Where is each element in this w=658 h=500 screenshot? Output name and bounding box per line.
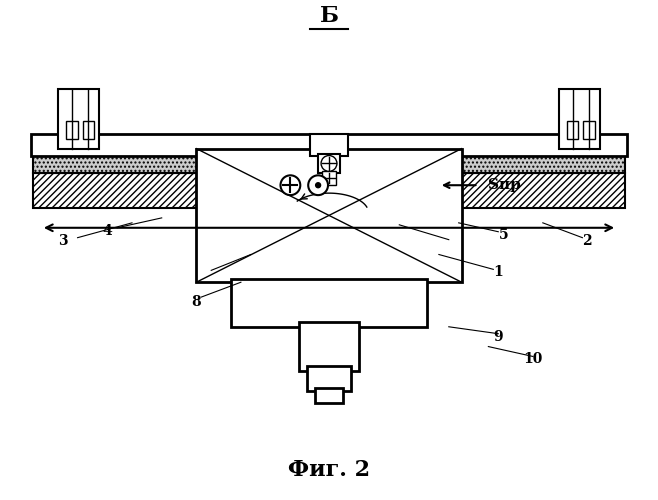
Bar bbox=[310, 134, 348, 156]
Bar bbox=[33, 174, 625, 208]
Text: Vи: Vи bbox=[376, 211, 399, 225]
Bar bbox=[318, 154, 340, 174]
Bar bbox=[82, 121, 94, 138]
Text: 4: 4 bbox=[103, 224, 112, 238]
Text: Фиг. 2: Фиг. 2 bbox=[288, 460, 370, 481]
Text: 1: 1 bbox=[494, 266, 503, 280]
Bar bbox=[31, 134, 627, 156]
Text: 7: 7 bbox=[449, 236, 459, 250]
Text: 8: 8 bbox=[191, 295, 201, 309]
Text: 6: 6 bbox=[201, 268, 211, 281]
Text: Sпоп: Sпоп bbox=[197, 178, 241, 192]
Text: Б: Б bbox=[320, 5, 338, 27]
Circle shape bbox=[321, 156, 337, 172]
Circle shape bbox=[280, 176, 300, 195]
Bar bbox=[58, 89, 99, 148]
Circle shape bbox=[316, 182, 320, 188]
Text: Sпр: Sпр bbox=[488, 178, 521, 192]
Bar bbox=[559, 89, 600, 148]
Bar bbox=[66, 121, 78, 138]
Bar bbox=[584, 121, 595, 138]
Bar bbox=[299, 322, 359, 372]
Bar bbox=[231, 280, 427, 327]
Bar bbox=[315, 388, 343, 403]
Text: 3: 3 bbox=[58, 234, 68, 247]
Text: 5: 5 bbox=[498, 228, 508, 241]
Bar bbox=[196, 148, 462, 282]
Bar bbox=[307, 366, 351, 391]
Bar bbox=[322, 172, 336, 185]
Bar bbox=[567, 121, 578, 138]
Text: 9: 9 bbox=[494, 330, 503, 344]
Circle shape bbox=[308, 176, 328, 195]
Text: 2: 2 bbox=[582, 234, 592, 247]
Text: B₁пр: B₁пр bbox=[305, 246, 353, 264]
Text: 10: 10 bbox=[523, 352, 543, 366]
Bar bbox=[33, 156, 625, 174]
